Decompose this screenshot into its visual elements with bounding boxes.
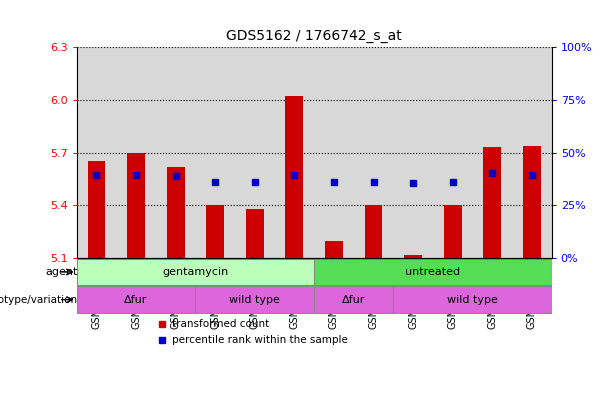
Bar [235, 47, 275, 258]
Text: genotype/variation: genotype/variation [0, 295, 77, 305]
Text: Δfur: Δfur [124, 295, 148, 305]
Bar [156, 47, 196, 258]
Bar [196, 286, 314, 313]
Bar [286, 96, 303, 258]
Bar [275, 47, 314, 258]
Bar [473, 47, 512, 258]
Bar [325, 241, 343, 258]
Bar [167, 167, 185, 258]
Bar [77, 47, 116, 258]
Bar [207, 206, 224, 258]
Text: untreated: untreated [405, 267, 460, 277]
Bar [394, 47, 433, 258]
Text: percentile rank within the sample: percentile rank within the sample [172, 334, 348, 345]
Text: transformed count: transformed count [172, 319, 269, 329]
Text: wild type: wild type [229, 295, 280, 305]
Bar [88, 162, 105, 258]
Text: agent: agent [45, 267, 77, 277]
Bar [196, 47, 235, 258]
Bar [394, 286, 552, 313]
Bar [433, 47, 473, 258]
Bar [314, 259, 552, 285]
Bar [314, 286, 394, 313]
Bar [77, 286, 196, 313]
Bar [127, 152, 145, 258]
Bar [77, 259, 314, 285]
Bar [523, 146, 541, 258]
Bar [365, 206, 383, 258]
Bar [444, 206, 462, 258]
Text: Δfur: Δfur [342, 295, 365, 305]
Bar [404, 255, 422, 258]
Bar [314, 47, 354, 258]
Text: wild type: wild type [447, 295, 498, 305]
Bar [484, 147, 501, 258]
Title: GDS5162 / 1766742_s_at: GDS5162 / 1766742_s_at [226, 29, 402, 43]
Bar [512, 47, 552, 258]
Text: gentamycin: gentamycin [162, 267, 229, 277]
Bar [354, 47, 394, 258]
Bar [246, 209, 264, 258]
Bar [116, 47, 156, 258]
